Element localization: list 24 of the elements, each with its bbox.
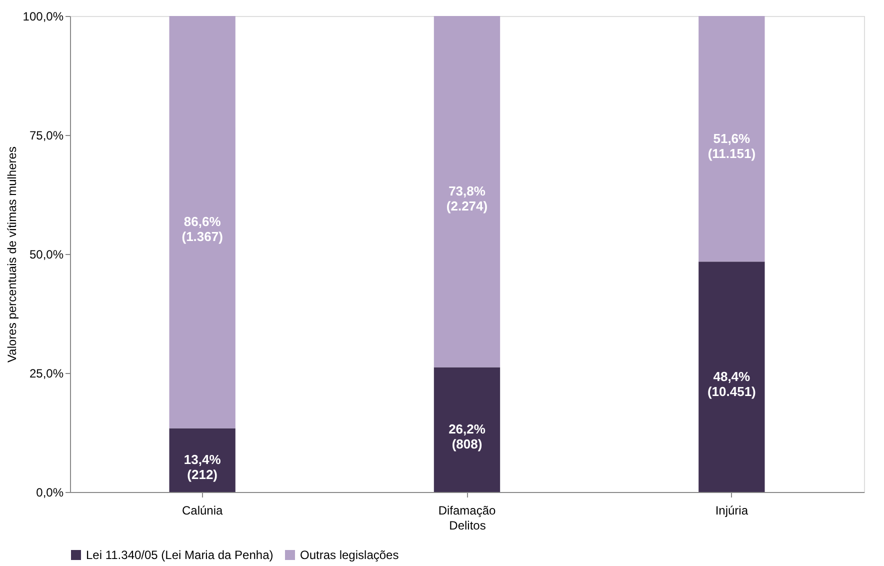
y-tick-label: 50,0%	[29, 248, 64, 262]
data-label: 73,8% (2.274)	[446, 184, 488, 214]
data-label: 51,6% (11.151)	[708, 130, 756, 161]
bar	[169, 428, 236, 492]
y-tick-label: 0,0%	[36, 486, 64, 500]
data-label: 48,4% (10.451)	[707, 368, 756, 399]
y-axis-title: Valores percentuais de vítimas mulheres	[4, 146, 19, 362]
x-tick-label: Difamação	[438, 504, 496, 518]
y-tick-label: 100,0%	[22, 10, 64, 24]
x-axis-title: Delitos	[449, 518, 486, 532]
y-tick-label: 75,0%	[29, 128, 64, 142]
bar	[698, 262, 765, 492]
bar	[434, 16, 500, 368]
bar	[434, 367, 500, 492]
y-tick-label: 25,0%	[29, 366, 64, 380]
data-label: 26,2% (808)	[448, 422, 486, 452]
x-tick-label: Calúnia	[182, 504, 223, 518]
legend-label: Outras legislações	[300, 548, 399, 562]
bar	[169, 16, 236, 428]
data-label: 86,6% (1.367)	[182, 214, 223, 244]
data-label: 13,4% (212)	[184, 452, 222, 482]
legend-label: Lei 11.340/05 (Lei Maria da Penha)	[86, 548, 274, 562]
bar	[698, 16, 765, 262]
x-tick-label: Injúria	[715, 504, 748, 518]
